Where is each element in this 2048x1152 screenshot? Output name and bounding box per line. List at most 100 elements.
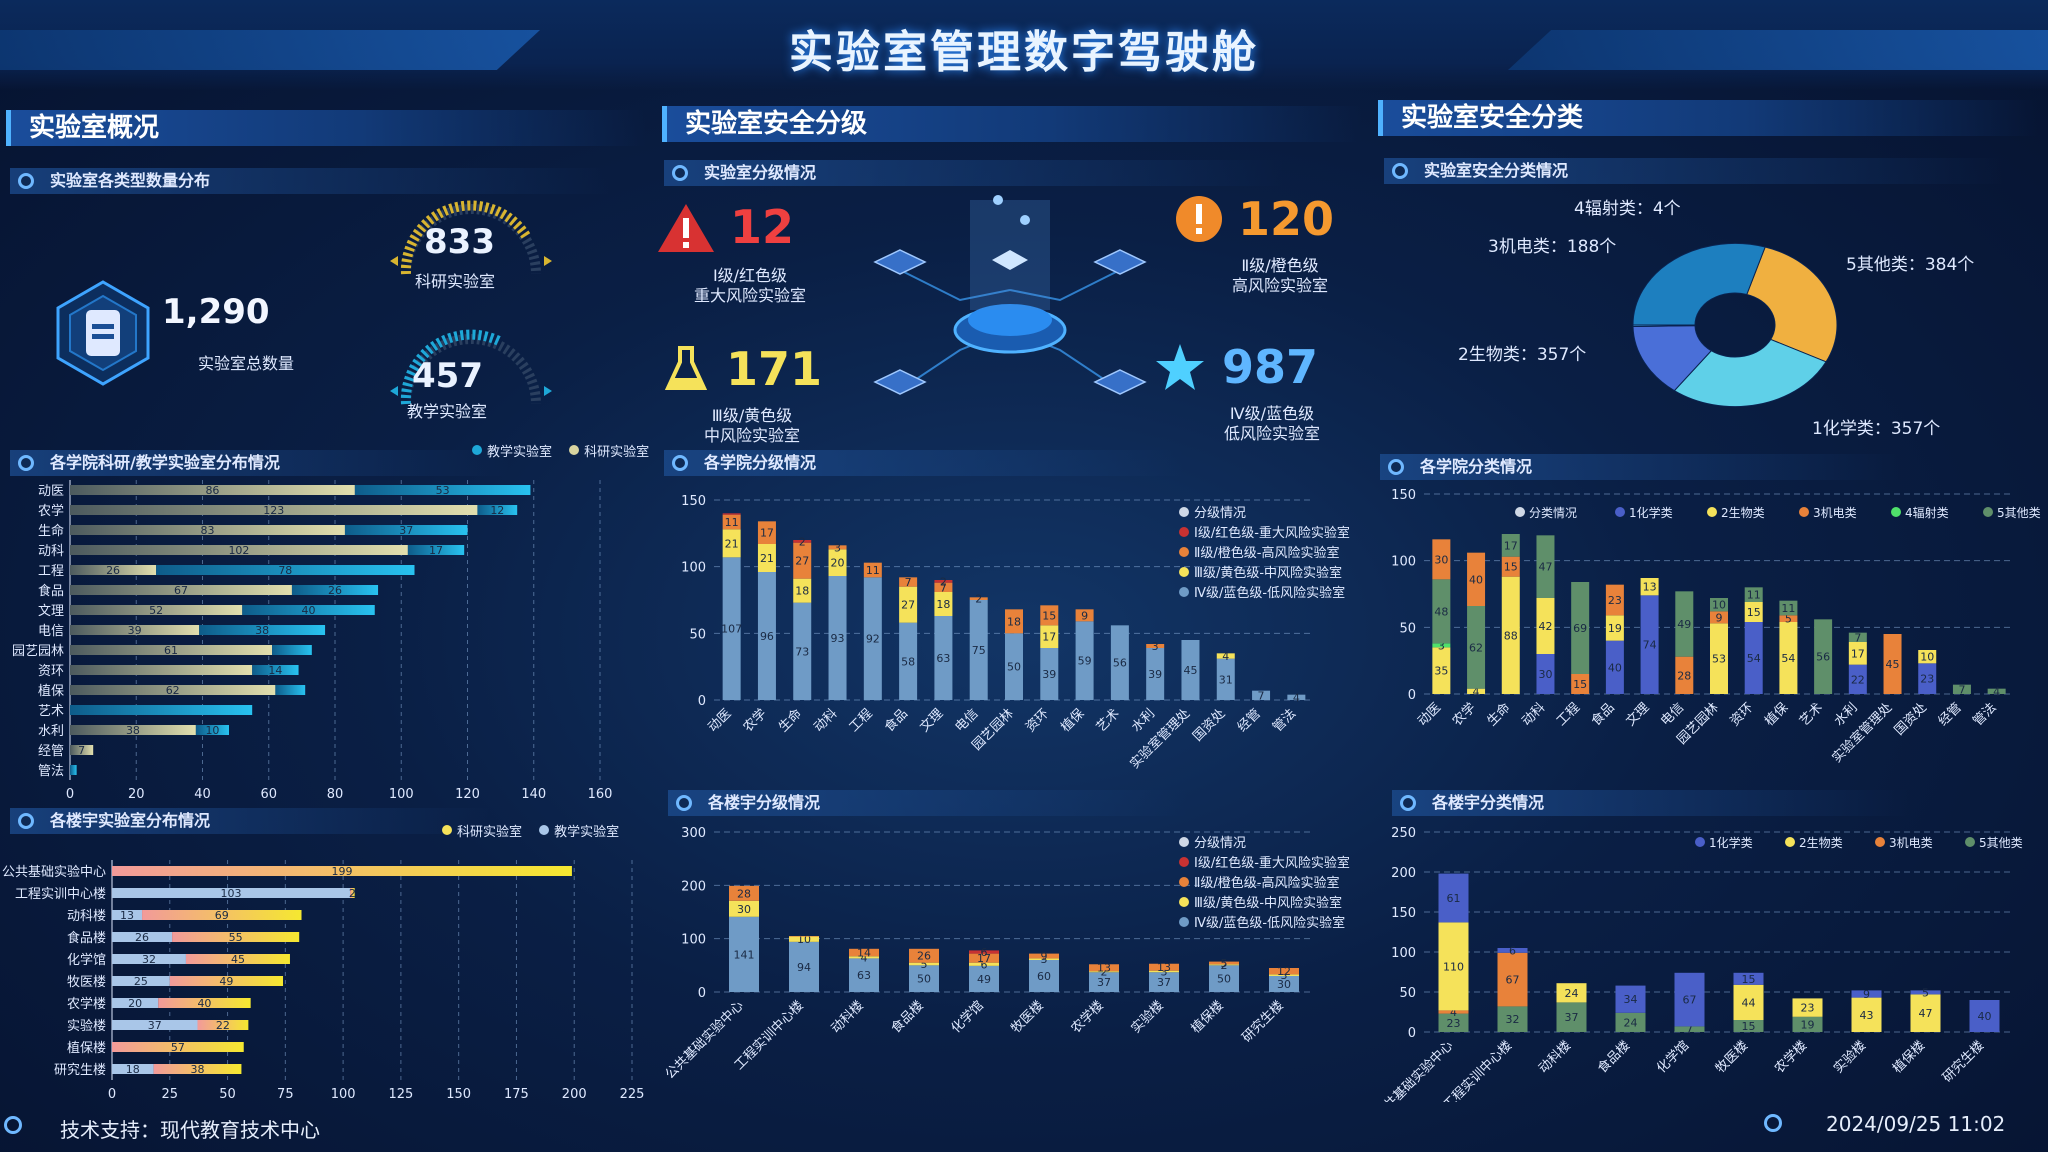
bar-segment [1149,970,1179,973]
bar-data-label: 15 [1573,678,1587,691]
subtitle-text: 各学院科研/教学实验室分布情况 [50,453,280,472]
bar-segment [1497,1006,1528,1032]
bar-segment [1779,622,1798,694]
y-tick-label: 实验楼 [67,1018,106,1034]
bullet-icon [18,813,34,829]
bullet-icon [18,455,34,471]
bar-segment [1432,647,1451,694]
subtitle-building-dist: 各楼宇实验室分布情况 [10,808,490,834]
bar-data-label: 94 [797,961,811,974]
bar-data-label: 3 [1281,969,1288,982]
bar-segment [291,585,379,595]
bar-segment [1209,965,1239,992]
bar-segment [969,950,999,954]
bar-segment [70,645,273,655]
legend-text: 2生物类 [1721,506,1765,520]
bar-segment [1432,643,1451,648]
pie-label-rad: 4辐射类：4个 [1574,199,1681,219]
bar-data-label: 13 [120,909,134,922]
legend-dot [1615,507,1625,517]
research-value: 833 [424,222,495,262]
bar-segment [1605,640,1624,694]
bar-data-label: 38 [255,624,269,637]
bar-data-label: 49 [977,973,991,986]
bar-segment [1744,587,1763,602]
bar-data-label: 6 [1509,944,1516,957]
x-tick-label: 食品 [881,706,911,736]
bar-segment [354,485,531,495]
legend-dot [442,825,452,835]
bar-data-label: 31 [1219,673,1233,686]
level2-label-line1: Ⅱ级/橙色级 [1241,256,1319,275]
bar-segment [1910,990,1941,995]
bar-data-label: 39 [128,624,142,637]
legend-text: 教学实验室 [487,444,553,460]
bar-data-label: 37 [1097,976,1111,989]
y-tick-label: 电信 [38,624,64,639]
bar-segment [1089,971,1119,973]
bar-data-label: 63 [936,652,950,665]
bar-data-label: 17 [1504,539,1518,552]
x-tick-label: 国资处 [1892,700,1930,738]
bar-segment [70,745,94,755]
bar-data-label: 17 [429,544,443,557]
bar-segment [1675,656,1694,694]
bar-data-label: 17 [1042,631,1056,644]
bar-segment [70,625,200,635]
bar-data-label: 67 [1506,974,1520,987]
pie-label-chem: 1化学类：357个 [1812,419,1941,439]
bullet-icon [672,165,688,181]
y-tick-label: 牧医楼 [67,975,106,990]
bar-data-label: 7 [940,581,947,594]
pie-slice [1632,325,1713,392]
bullet-icon [18,173,34,189]
legend-dot [539,825,550,835]
y-tick-label: 50 [689,627,706,642]
bar-data-label: 60 [1037,970,1051,983]
x-tick-label: 生命 [775,706,805,736]
level4-label-line2: 低风险实验室 [1223,424,1320,443]
bar-segment [70,685,276,695]
bar-segment [969,953,999,963]
x-tick-label: 50 [219,1087,236,1102]
page-title: 实验室管理数字驾驶舱 [789,27,1259,78]
bar-data-label: 55 [229,931,243,944]
bar-segment [899,586,918,623]
bar-segment [1918,663,1937,694]
y-tick-label: 研究生楼 [54,1063,106,1078]
bar-data-label: 13 [1157,961,1171,974]
bar-data-label: 4 [861,951,868,964]
bar-segment [199,625,326,635]
level3-value: 171 [726,342,823,396]
class-pie-chart [1600,220,1870,440]
bar-segment [1467,688,1486,694]
bar-data-label: 13 [1643,581,1657,594]
bar-data-label: 39 [1042,668,1056,681]
legend-dot [1707,507,1717,517]
bar-segment [1987,688,2006,694]
y-tick-label: 生命 [38,523,64,539]
bar-data-label: 75 [972,644,986,657]
bar-segment [1848,642,1867,665]
bar-data-label: 14 [857,947,871,960]
bar-data-label: 10 [797,933,811,946]
x-tick-label: 电信 [953,706,982,735]
bar-segment [1209,964,1239,966]
x-tick-label: 100 [331,1087,356,1102]
legend-text: Ⅳ级/蓝色级-低风险实验室 [1194,915,1345,931]
bar-segment [197,1020,249,1030]
bar-data-label: 102 [228,544,249,557]
building-grade-chart: 0 100 200 300 公共基础实验中心 141 30 28 工程实训中心楼 94 10 动科楼 6… [662,812,1384,1102]
bar-segment [169,976,284,986]
bar-segment [70,705,253,715]
subtitle-building-grade: 各楼宇分级情况 [668,790,1188,816]
x-tick-label: 100 [389,787,414,802]
bar-data-label: 7 [1854,631,1861,644]
x-tick-label: 经管 [1936,700,1965,729]
warning-icon [656,202,716,254]
bar-data-label: 12 [490,504,504,517]
legend-dot [1983,507,1993,517]
bar-data-label: 67 [1683,994,1697,1007]
bar-data-label: 15 [1742,973,1756,986]
bar-segment [1674,972,1705,1027]
